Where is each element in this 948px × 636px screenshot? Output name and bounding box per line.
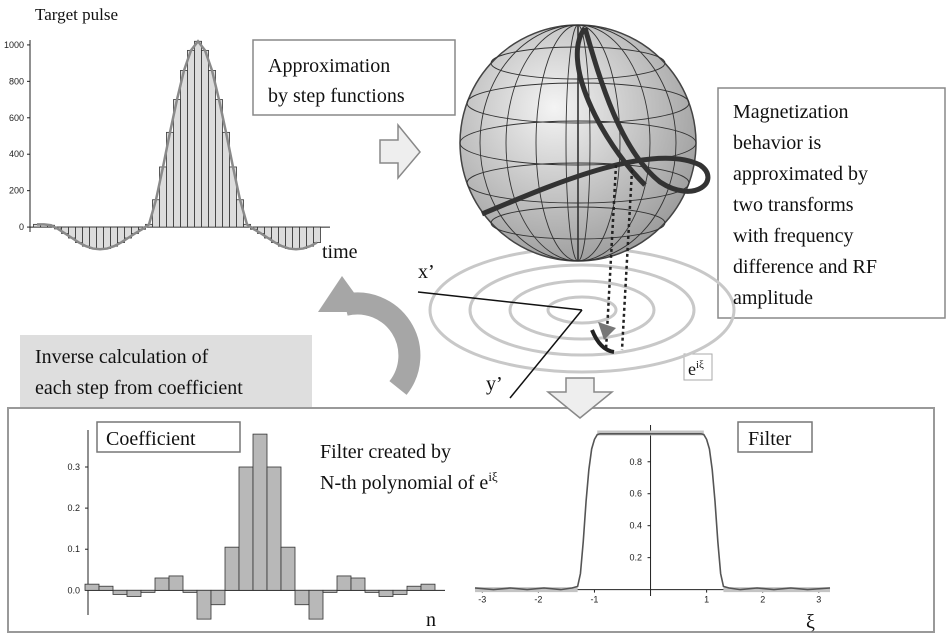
bar bbox=[293, 227, 300, 249]
y-prime: y’ bbox=[486, 373, 503, 395]
bar bbox=[393, 590, 407, 594]
bar bbox=[365, 590, 379, 592]
bar bbox=[286, 227, 293, 248]
text-line: Magnetization bbox=[733, 101, 849, 123]
x-tick-label: -1 bbox=[590, 595, 598, 605]
x-tick-label: 2 bbox=[760, 595, 765, 605]
bar bbox=[104, 227, 111, 248]
text-line: Approximation bbox=[268, 55, 390, 77]
bar bbox=[225, 547, 239, 590]
text-line: Filter created by bbox=[320, 441, 451, 463]
y-tick-label: 0.1 bbox=[67, 544, 80, 554]
y-tick-label: 0.4 bbox=[629, 521, 642, 531]
y-tick-label: 1000 bbox=[4, 40, 24, 50]
x-axis-label: time bbox=[322, 241, 358, 263]
bar bbox=[83, 227, 90, 246]
bar bbox=[323, 590, 337, 592]
text-line: each step from coefficient bbox=[35, 377, 243, 399]
x-prime: x’ bbox=[418, 261, 435, 283]
bar bbox=[281, 547, 295, 590]
bar bbox=[267, 467, 281, 590]
y-tick-label: 0 bbox=[19, 222, 24, 232]
x-tick-label: 3 bbox=[816, 595, 821, 605]
bar bbox=[300, 227, 307, 248]
bar bbox=[209, 70, 216, 227]
filter-note-sup: iξ bbox=[488, 469, 498, 484]
text-line: approximated by bbox=[733, 163, 868, 185]
bar bbox=[314, 227, 321, 242]
bar bbox=[379, 590, 393, 596]
bar bbox=[309, 590, 323, 619]
bar bbox=[202, 50, 209, 227]
bar bbox=[337, 576, 351, 590]
bar bbox=[113, 590, 127, 594]
x-tick-label: -3 bbox=[478, 595, 486, 605]
y-tick-label: 600 bbox=[9, 113, 24, 123]
y-tick-label: 0.6 bbox=[629, 489, 642, 499]
text-line: N-th polynomial of e bbox=[320, 472, 488, 494]
bar bbox=[295, 590, 309, 604]
bar bbox=[188, 50, 195, 227]
page: { "labels": { "approximation": ["Approxi… bbox=[0, 0, 948, 636]
bar bbox=[141, 590, 155, 592]
bar bbox=[85, 584, 99, 590]
y-tick-label: 400 bbox=[9, 149, 24, 159]
exp-base: e bbox=[688, 359, 696, 379]
text-line: difference and RF bbox=[733, 256, 877, 278]
y-tick-label: 200 bbox=[9, 186, 24, 196]
bar bbox=[211, 590, 225, 604]
text-line: Inverse calculation of bbox=[35, 346, 209, 368]
y-tick-label: 0.2 bbox=[629, 553, 642, 563]
right-arrow bbox=[380, 125, 420, 178]
bar bbox=[407, 586, 421, 590]
text-line: by step functions bbox=[268, 85, 405, 107]
x-tick-label: 1 bbox=[704, 595, 709, 605]
exp-sup: iξ bbox=[696, 359, 704, 371]
text-line: amplitude bbox=[733, 287, 813, 309]
curved-arrow bbox=[345, 303, 409, 388]
text-line: behavior is bbox=[733, 132, 822, 154]
text-line: two transforms bbox=[733, 194, 854, 216]
y-tick-label: 0.2 bbox=[67, 503, 80, 513]
x-tick-label: -2 bbox=[534, 595, 542, 605]
bar bbox=[169, 576, 183, 590]
bar bbox=[307, 227, 314, 246]
bar bbox=[90, 227, 97, 248]
bar bbox=[111, 227, 118, 246]
bar bbox=[421, 584, 435, 590]
bar bbox=[181, 70, 188, 227]
bar bbox=[216, 100, 223, 228]
bar bbox=[99, 586, 113, 590]
chart-title: Coefficient bbox=[106, 428, 196, 450]
y-tick-label: 0.0 bbox=[67, 585, 80, 595]
bar bbox=[279, 227, 286, 246]
bar bbox=[239, 467, 253, 590]
bar bbox=[127, 590, 141, 596]
x-axis-label: n bbox=[426, 609, 436, 631]
chart-title: Filter bbox=[748, 428, 792, 450]
y-tick-label: 0.8 bbox=[629, 457, 642, 467]
figure: Approximation by step functions Magnetiza… bbox=[0, 0, 948, 636]
bar bbox=[197, 590, 211, 619]
y-tick-label: 800 bbox=[9, 76, 24, 86]
text-line: with frequency bbox=[733, 225, 854, 247]
bar bbox=[183, 590, 197, 592]
bar bbox=[155, 578, 169, 590]
bar bbox=[195, 41, 202, 227]
bar bbox=[174, 100, 181, 228]
bar bbox=[253, 434, 267, 590]
bar bbox=[351, 578, 365, 590]
x-axis-label: ξ bbox=[806, 611, 815, 633]
chart-title: Target pulse bbox=[35, 5, 118, 24]
y-tick-label: 0.3 bbox=[67, 462, 80, 472]
bar bbox=[97, 227, 104, 249]
